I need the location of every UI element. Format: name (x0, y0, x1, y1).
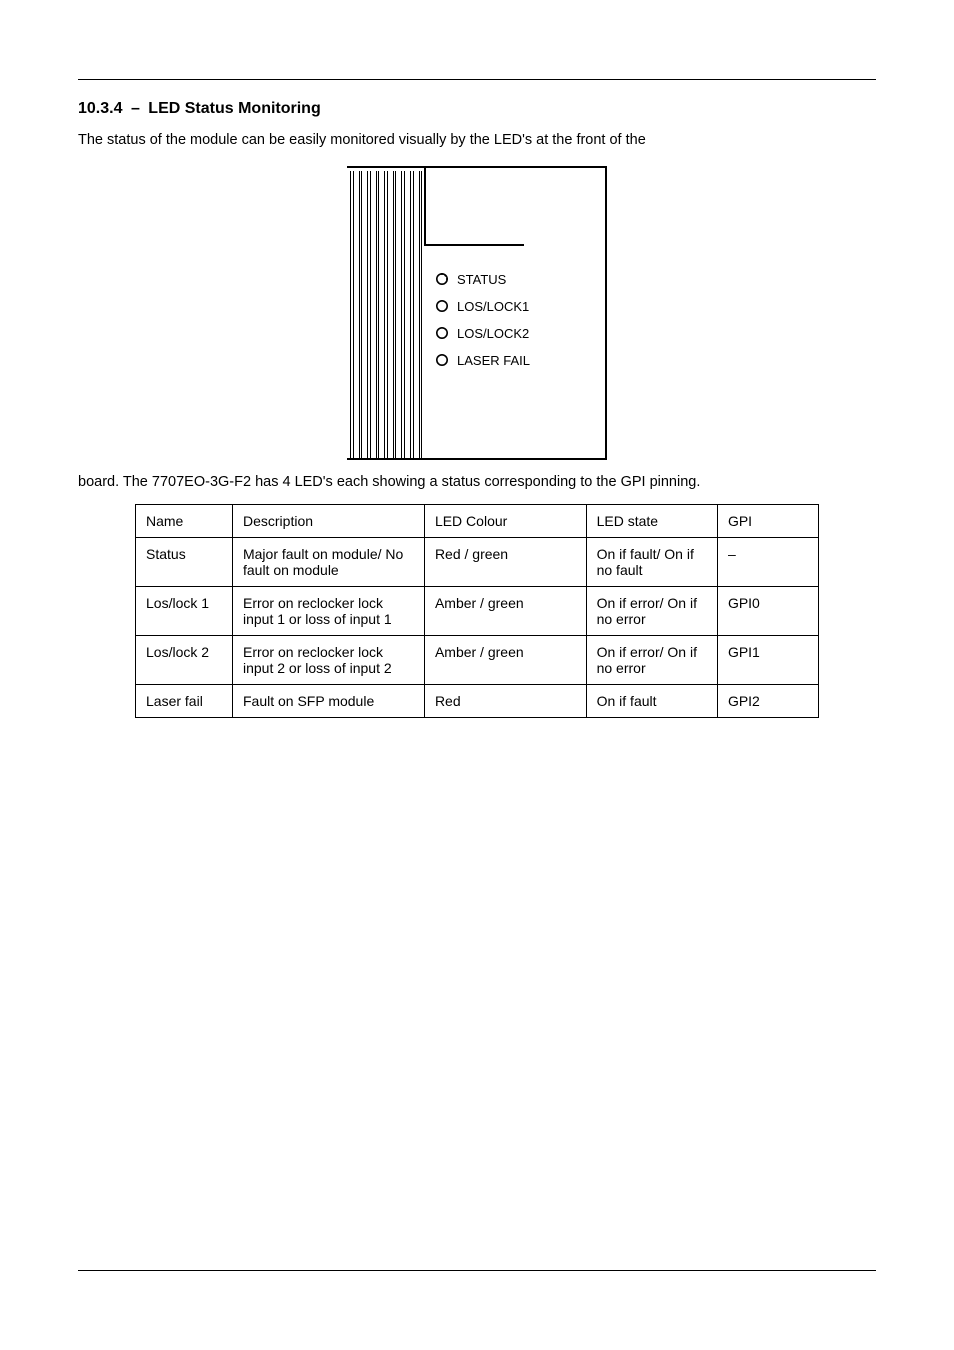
pin (384, 171, 388, 458)
content: 10.3.4 – LED Status Monitoring The statu… (78, 80, 876, 1270)
cell: Error on reclocker lock input 2 or loss … (232, 635, 424, 684)
pin (376, 171, 380, 458)
table-row: Los/lock 2 Error on reclocker lock input… (136, 635, 819, 684)
led-row-loslock1: LOS/LOCK1 (435, 299, 530, 314)
cell: Fault on SFP module (232, 684, 424, 717)
led-row-status: STATUS (435, 272, 530, 287)
led-row-loslock2: LOS/LOCK2 (435, 326, 530, 341)
cell: Status (136, 537, 233, 586)
cell: On if fault (586, 684, 717, 717)
led-label: LOS/LOCK2 (457, 326, 529, 341)
col-colour: LED Colour (424, 504, 586, 537)
header-rule (78, 54, 876, 80)
heading-dash: – (127, 100, 144, 118)
led-icon (435, 353, 449, 367)
model-number: 7707EO-3G-F2 (152, 474, 251, 490)
pin (401, 171, 405, 458)
cell: Los/lock 2 (136, 635, 233, 684)
caption-prefix: board. The (78, 474, 152, 490)
cell: Red / green (424, 537, 586, 586)
table-header-row: Name Description LED Colour LED state GP… (136, 504, 819, 537)
heading-number: 10.3.4 (78, 100, 122, 117)
cell: GPI2 (717, 684, 818, 717)
pin (410, 171, 414, 458)
led-table: Name Description LED Colour LED state GP… (135, 504, 819, 718)
led-label: LOS/LOCK1 (457, 299, 529, 314)
table-body: Status Major fault on module/ No fault o… (136, 537, 819, 717)
cell: Amber / green (424, 635, 586, 684)
led-row-laserfail: LASER FAIL (435, 353, 530, 368)
led-label: LASER FAIL (457, 353, 530, 368)
cell: On if error/ On if no error (586, 635, 717, 684)
cell: On if fault/ On if no fault (586, 537, 717, 586)
diagram-notch (424, 168, 524, 246)
table-row: Los/lock 1 Error on reclocker lock input… (136, 586, 819, 635)
cell: Red (424, 684, 586, 717)
cell: Los/lock 1 (136, 586, 233, 635)
col-state: LED state (586, 504, 717, 537)
cell: Amber / green (424, 586, 586, 635)
table-head: Name Description LED Colour LED state GP… (136, 504, 819, 537)
cell: GPI0 (717, 586, 818, 635)
cell: Laser fail (136, 684, 233, 717)
led-block: STATUS LOS/LOCK1 LOS/LOCK2 (435, 272, 530, 380)
pin (393, 171, 397, 458)
led-icon (435, 299, 449, 313)
connector-pins (347, 168, 425, 458)
pin (359, 171, 363, 458)
page: 10.3.4 – LED Status Monitoring The statu… (0, 0, 954, 1350)
led-icon (435, 272, 449, 286)
caption-line: board. The 7707EO-3G-F2 has 4 LED's each… (78, 472, 876, 494)
pin (350, 171, 354, 458)
cell: – (717, 537, 818, 586)
led-label: STATUS (457, 272, 506, 287)
pin (367, 171, 371, 458)
col-description: Description (232, 504, 424, 537)
table-row: Status Major fault on module/ No fault o… (136, 537, 819, 586)
cell: Error on reclocker lock input 1 or loss … (232, 586, 424, 635)
section-heading: 10.3.4 – LED Status Monitoring (78, 100, 876, 118)
cell: On if error/ On if no error (586, 586, 717, 635)
col-gpi: GPI (717, 504, 818, 537)
heading-title: LED Status Monitoring (148, 100, 320, 117)
diagram-frame: STATUS LOS/LOCK1 LOS/LOCK2 (347, 166, 607, 460)
cell: GPI1 (717, 635, 818, 684)
cell: Major fault on module/ No fault on modul… (232, 537, 424, 586)
table-row: Laser fail Fault on SFP module Red On if… (136, 684, 819, 717)
footer-rule (78, 1270, 876, 1310)
intro-text: The status of the module can be easily m… (78, 130, 876, 152)
col-name: Name (136, 504, 233, 537)
diagram-right: STATUS LOS/LOCK1 LOS/LOCK2 (425, 168, 605, 458)
led-icon (435, 326, 449, 340)
board-diagram: STATUS LOS/LOCK1 LOS/LOCK2 (78, 166, 876, 460)
caption-suffix: has 4 LED's each showing a status corres… (251, 474, 700, 490)
pin (419, 171, 423, 458)
